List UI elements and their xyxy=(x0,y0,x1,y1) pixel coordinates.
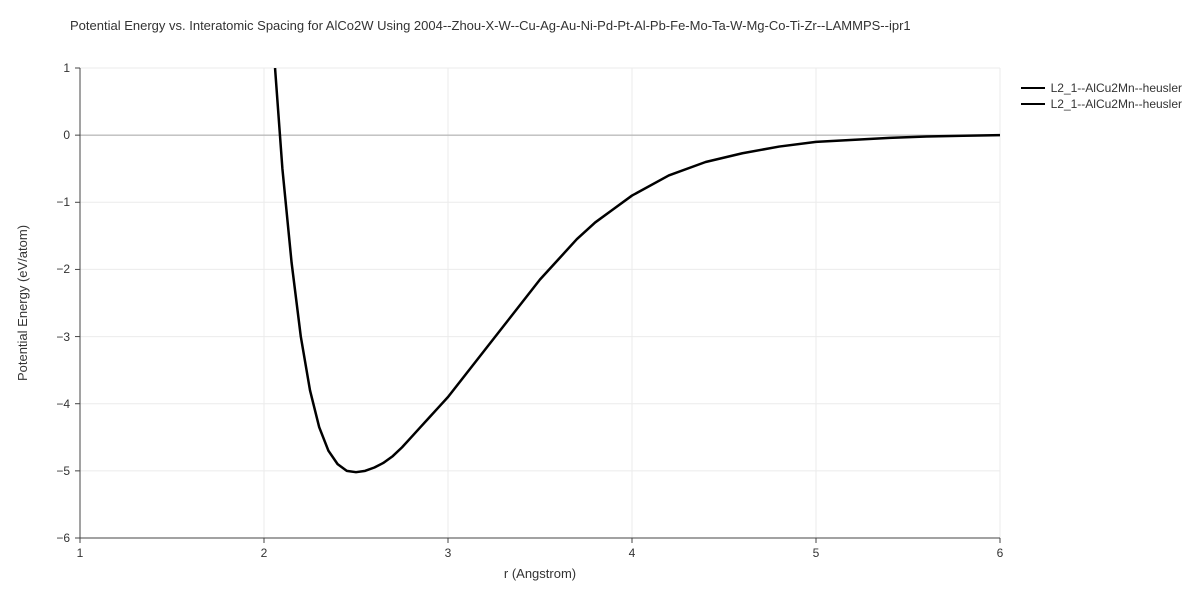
y-axis-label: Potential Energy (eV/atom) xyxy=(15,225,30,381)
tick-label: 1 xyxy=(63,61,70,75)
tick-label: −6 xyxy=(56,531,70,545)
tick-label: −1 xyxy=(56,195,70,209)
tick-label: −5 xyxy=(56,464,70,478)
tick-label: 4 xyxy=(629,546,636,560)
chart-title: Potential Energy vs. Interatomic Spacing… xyxy=(70,18,911,33)
x-axis-label: r (Angstrom) xyxy=(504,566,576,581)
tick-label: −3 xyxy=(56,330,70,344)
legend: L2_1--AlCu2Mn--heusler L2_1--AlCu2Mn--he… xyxy=(1021,80,1182,112)
tick-label: 1 xyxy=(77,546,84,560)
legend-item: L2_1--AlCu2Mn--heusler xyxy=(1021,96,1182,112)
chart-container: { "chart": { "type": "line", "title": "P… xyxy=(0,0,1200,600)
legend-swatch-icon xyxy=(1021,87,1045,89)
legend-swatch-icon xyxy=(1021,103,1045,105)
tick-label: −4 xyxy=(56,397,70,411)
tick-label: −2 xyxy=(56,262,70,276)
tick-label: 3 xyxy=(445,546,452,560)
legend-item: L2_1--AlCu2Mn--heusler xyxy=(1021,80,1182,96)
legend-item-label: L2_1--AlCu2Mn--heusler xyxy=(1051,96,1182,112)
tick-label: 5 xyxy=(813,546,820,560)
tick-label: 0 xyxy=(63,128,70,142)
legend-item-label: L2_1--AlCu2Mn--heusler xyxy=(1051,80,1182,96)
tick-label: 6 xyxy=(997,546,1004,560)
tick-label: 2 xyxy=(261,546,268,560)
